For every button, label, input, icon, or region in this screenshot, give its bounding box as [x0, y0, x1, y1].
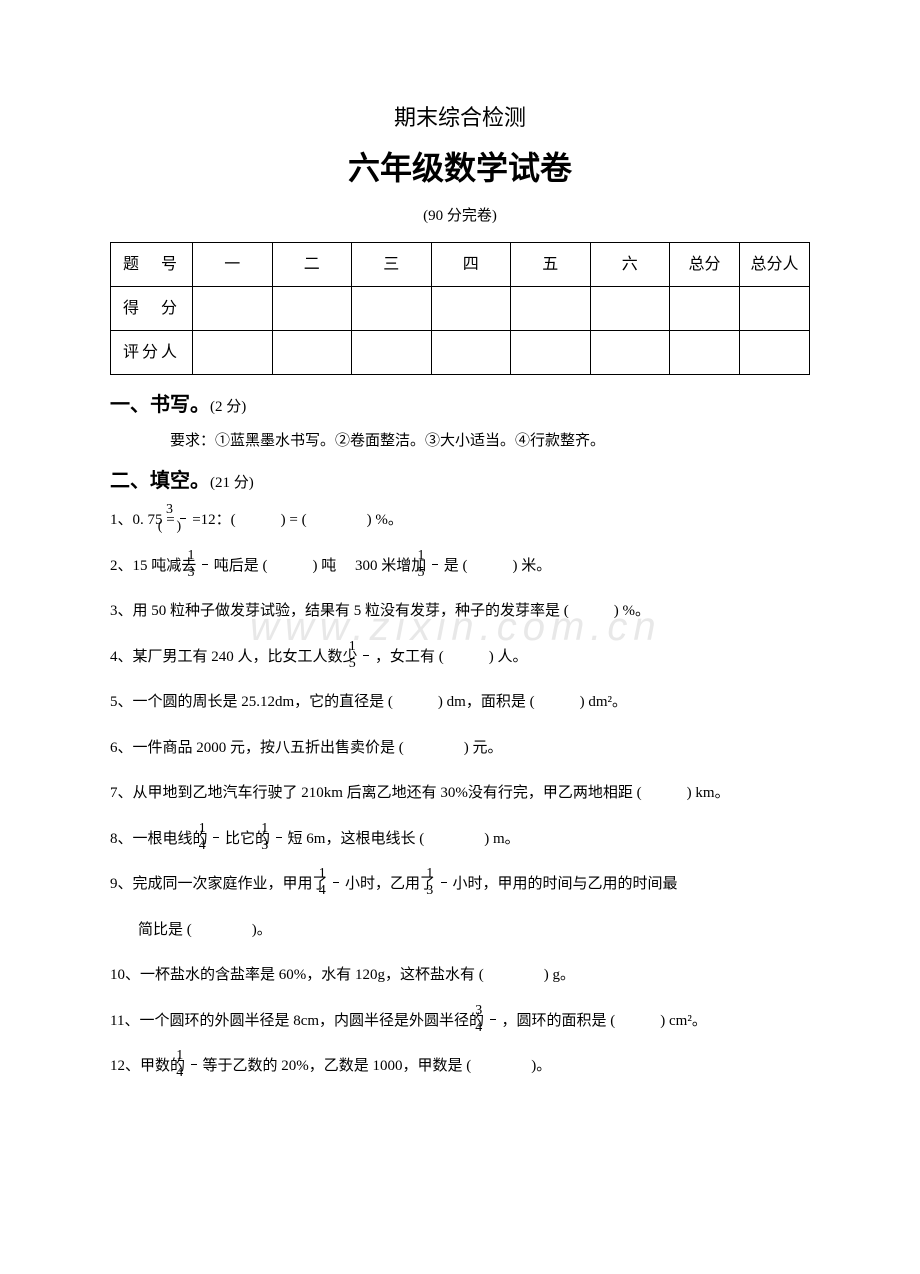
cell: [272, 331, 352, 375]
subtitle: 期末综合检测: [110, 100, 810, 135]
cell: 三: [352, 243, 432, 287]
q-text: 是 ( ) 米。: [444, 558, 552, 574]
cell: [740, 331, 810, 375]
fraction: 14: [333, 867, 339, 898]
fraction: 15: [432, 549, 438, 580]
cell: [740, 287, 810, 331]
fraction: 34: [490, 1004, 496, 1035]
table-row: 得 分: [111, 287, 810, 331]
question-1: 1、0. 75 = 3( ) =12：( ) = ( ) %。: [110, 505, 810, 537]
table-row: 题 号 一 二 三 四 五 六 总分 总分人: [111, 243, 810, 287]
denominator: 5: [432, 565, 438, 580]
requirement-text: 要求：①蓝黑墨水书写。②卷面整洁。③大小适当。④行款整齐。: [170, 429, 810, 453]
question-11: 11、一个圆环的外圆半径是 8cm，内圆半径是外圆半径的 34 ，圆环的面积是 …: [110, 1006, 810, 1038]
denominator: 3: [276, 838, 282, 853]
cell: 一: [193, 243, 273, 287]
numerator: 1: [202, 549, 208, 565]
q-text: 吨后是 ( ) 吨 300 米增加: [214, 558, 427, 574]
q-text: 小时，乙用了: [345, 876, 435, 892]
cell: 总分: [670, 243, 740, 287]
question-9: 9、完成同一次家庭作业，甲用了 14 小时，乙用了 13 小时，甲用的时间与乙用…: [110, 869, 810, 901]
cell: [670, 287, 740, 331]
question-10: 10、一杯盐水的含盐率是 60%，水有 120g，这杯盐水有 ( ) g。: [110, 960, 810, 992]
cell: 六: [590, 243, 670, 287]
question-9-line2: 简比是 ( )。: [138, 915, 810, 947]
denominator: 5: [363, 656, 369, 671]
numerator: 3: [490, 1004, 496, 1020]
question-8: 8、一根电线的 14 比它的 13 短 6m，这根电线长 ( ) m。: [110, 824, 810, 856]
q-text: 11、一个圆环的外圆半径是 8cm，内圆半径是外圆半径的: [110, 1013, 484, 1029]
numerator: 1: [191, 1049, 197, 1065]
cell: [670, 331, 740, 375]
fraction: 14: [213, 822, 219, 853]
q-text: ，圆环的面积是 ( ) cm²。: [502, 1013, 707, 1029]
cell: [352, 287, 432, 331]
q-text: 短 6m，这根电线长 ( ) m。: [288, 831, 520, 847]
denominator: ( ): [180, 519, 186, 534]
question-6: 6、一件商品 2000 元，按八五折出售卖价是 ( ) 元。: [110, 733, 810, 765]
numerator: 1: [363, 640, 369, 656]
question-4: 4、某厂男工有 240 人，比女工人数少 15 ，女工有 ( ) 人。: [110, 642, 810, 674]
section-title: 二、填空。: [110, 470, 210, 492]
table-row: 评分人: [111, 331, 810, 375]
cell: [590, 287, 670, 331]
main-title: 六年级数学试卷: [110, 143, 810, 194]
numerator: 1: [276, 822, 282, 838]
cell-label: 得 分: [111, 287, 193, 331]
numerator: 1: [432, 549, 438, 565]
numerator: 1: [213, 822, 219, 838]
q-text: 2、15 吨减去: [110, 558, 196, 574]
fraction: 14: [191, 1049, 197, 1080]
q-text: 8、一根电线的: [110, 831, 208, 847]
denominator: 3: [441, 883, 447, 898]
cell: [511, 331, 591, 375]
question-7: 7、从甲地到乙地汽车行驶了 210km 后离乙地还有 30%没有行完，甲乙两地相…: [110, 778, 810, 810]
cell: 五: [511, 243, 591, 287]
fraction: 13: [441, 867, 447, 898]
cell-label: 题 号: [111, 243, 193, 287]
fraction: 13: [276, 822, 282, 853]
denominator: 3: [202, 565, 208, 580]
section-points: (2 分): [210, 399, 246, 415]
cell: 四: [431, 243, 511, 287]
numerator: 3: [180, 503, 186, 519]
section-points: (21 分): [210, 475, 254, 491]
cell-label: 评分人: [111, 331, 193, 375]
q-text: =12：( ) = ( ) %。: [192, 512, 403, 528]
q-text: 4、某厂男工有 240 人，比女工人数少: [110, 649, 358, 665]
numerator: 1: [441, 867, 447, 883]
fraction: 15: [363, 640, 369, 671]
q-text: 小时，甲用的时间与乙用的时间最: [453, 876, 678, 892]
question-2: 2、15 吨减去 13 吨后是 ( ) 吨 300 米增加 15 是 ( ) 米…: [110, 551, 810, 583]
section-2-header: 二、填空。(21 分): [110, 465, 810, 497]
fraction: 13: [202, 549, 208, 580]
cell: [431, 331, 511, 375]
cell: [193, 287, 273, 331]
q-text: 等于乙数的 20%，乙数是 1000，甲数是 ( )。: [203, 1058, 552, 1074]
question-3: 3、用 50 粒种子做发芽试验，结果有 5 粒没有发芽，种子的发芽率是 ( ) …: [110, 596, 810, 628]
denominator: 4: [490, 1020, 496, 1035]
numerator: 1: [333, 867, 339, 883]
question-12: 12、甲数的 14 等于乙数的 20%，乙数是 1000，甲数是 ( )。: [110, 1051, 810, 1083]
cell: [431, 287, 511, 331]
fraction: 3( ): [180, 503, 186, 534]
q-text: 12、甲数的: [110, 1058, 185, 1074]
denominator: 4: [333, 883, 339, 898]
section-title: 一、书写。: [110, 394, 210, 416]
cell: [193, 331, 273, 375]
denominator: 4: [191, 1065, 197, 1080]
cell: [272, 287, 352, 331]
cell: [511, 287, 591, 331]
time-note: (90 分完卷): [110, 204, 810, 228]
q-text: 9、完成同一次家庭作业，甲用了: [110, 876, 328, 892]
cell: 二: [272, 243, 352, 287]
cell: [352, 331, 432, 375]
cell: 总分人: [740, 243, 810, 287]
cell: [590, 331, 670, 375]
q-text: ，女工有 ( ) 人。: [375, 649, 528, 665]
denominator: 4: [213, 838, 219, 853]
question-5: 5、一个圆的周长是 25.12dm，它的直径是 ( ) dm，面积是 ( ) d…: [110, 687, 810, 719]
section-1-header: 一、书写。(2 分): [110, 389, 810, 421]
score-table: 题 号 一 二 三 四 五 六 总分 总分人 得 分 评分人: [110, 242, 810, 375]
